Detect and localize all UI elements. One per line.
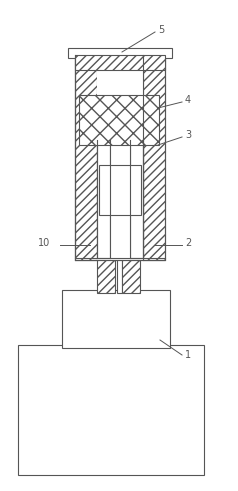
Bar	[68, 48, 172, 58]
Bar	[97, 258, 115, 293]
Bar	[143, 55, 165, 260]
Text: 2: 2	[185, 238, 191, 248]
Bar	[117, 258, 122, 293]
Bar	[130, 140, 143, 258]
Bar	[97, 140, 110, 258]
Bar	[97, 55, 143, 260]
Text: 4: 4	[185, 95, 191, 105]
Bar	[75, 55, 165, 260]
Bar	[99, 165, 141, 215]
Bar	[79, 95, 159, 145]
Text: 5: 5	[158, 25, 164, 35]
Bar	[62, 290, 170, 348]
Bar	[110, 140, 130, 258]
Text: 1: 1	[185, 350, 191, 360]
Text: 3: 3	[185, 130, 191, 140]
Bar	[122, 258, 140, 293]
Bar	[75, 55, 165, 70]
Bar	[75, 55, 97, 260]
Bar	[18, 345, 204, 475]
Text: 10: 10	[38, 238, 50, 248]
